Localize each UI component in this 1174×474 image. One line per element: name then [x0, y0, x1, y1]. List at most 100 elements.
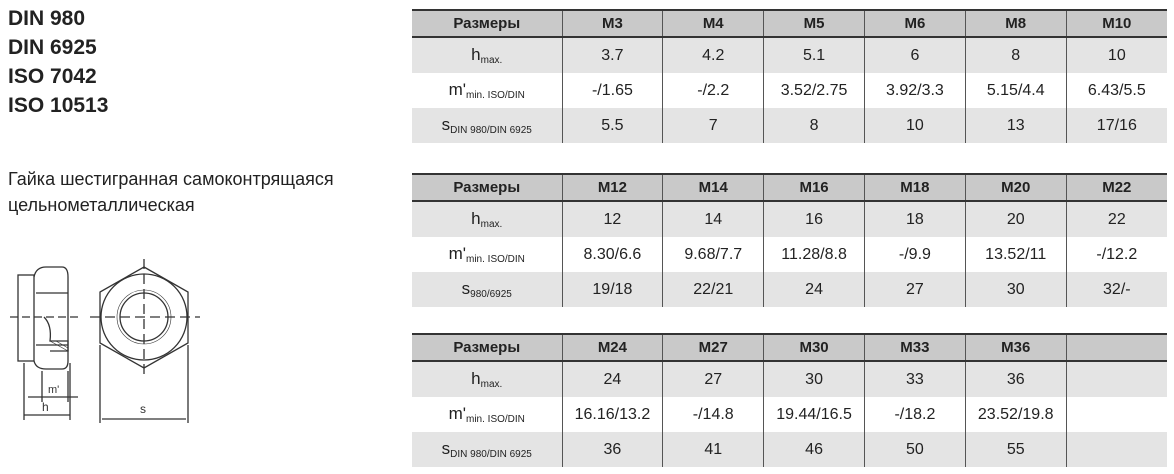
table-cell: -/18.2: [863, 397, 966, 432]
table-cell: 30: [763, 361, 865, 397]
row-label-main: s: [441, 439, 451, 458]
table-cell: 27: [863, 272, 966, 307]
row-label-main: h: [471, 369, 481, 388]
table-cell: 5.15/4.4: [964, 73, 1067, 108]
table-cell: -/12.2: [1065, 237, 1167, 272]
row-label-sub: DIN 980/DIN 6925: [450, 449, 532, 460]
header-row: Размеры M24 M27 M30 M33 M36: [412, 333, 1167, 362]
row-label: m'min. ISO/DIN: [412, 237, 562, 272]
table-cell: 36: [561, 432, 663, 467]
row-label-sub: min. ISO/DIN: [466, 90, 525, 101]
table-cell: 6: [863, 37, 966, 73]
header-row: Размеры M3 M4 M5 M6 M8 M10: [412, 9, 1167, 38]
row-label-main: m': [448, 404, 466, 423]
table-cell: 22: [1065, 201, 1167, 237]
nut-drawing: m' h s: [10, 259, 200, 423]
table-cell: 14: [662, 201, 764, 237]
table-cell: 3.92/3.3: [863, 73, 966, 108]
column-header: M12: [561, 173, 663, 202]
table-cell: 50: [863, 432, 966, 467]
sizes-header: Размеры: [412, 333, 562, 362]
column-header: M30: [763, 333, 865, 362]
sizes-header: Размеры: [412, 9, 562, 38]
table-cell: 24: [763, 272, 865, 307]
standards-list: DIN 980 DIN 6925 ISO 7042 ISO 10513: [8, 4, 108, 120]
column-header: M18: [863, 173, 966, 202]
standard: ISO 10513: [8, 94, 109, 117]
table-cell: 55: [964, 432, 1067, 467]
table-cell: 32/-: [1065, 272, 1167, 307]
table-cell: 20: [964, 201, 1067, 237]
description-line: Гайка шестигранная самоконтрящаяся: [8, 169, 334, 189]
table-row: m'min. ISO/DIN 8.30/6.6 9.68/7.7 11.28/8.8-…: [412, 237, 1167, 272]
table-cell: 19/18: [561, 272, 663, 307]
size-table-3: Размеры M24 M27 M30 M33 M36 hmax. 24 27 30 33 36 m'm…: [412, 333, 1167, 467]
table-cell: 17/16: [1065, 108, 1167, 143]
table-cell: 3.7: [561, 37, 663, 73]
row-label-sub: DIN 980/DIN 6925: [450, 125, 532, 136]
row-label-main: h: [471, 209, 481, 228]
table-cell: 10: [1065, 37, 1167, 73]
table-row: hmax. 3.7 4.2 5.1 6 8 10: [412, 37, 1167, 73]
table-cell: 13: [964, 108, 1067, 143]
table-cell: -/1.65: [561, 73, 663, 108]
table-cell: 4.2: [662, 37, 764, 73]
table-cell: 41: [662, 432, 764, 467]
table-cell: 7: [662, 108, 764, 143]
row-label: sDIN 980/DIN 6925: [412, 432, 562, 467]
table-cell: 16.16/13.2: [561, 397, 663, 432]
table-cell: 30: [964, 272, 1067, 307]
row-label-sub: max.: [480, 55, 503, 66]
table-cell: 8: [763, 108, 865, 143]
column-header: M33: [863, 333, 966, 362]
row-label: m'min. ISO/DIN: [412, 73, 562, 108]
column-header: M8: [964, 9, 1067, 38]
table-cell: 13.52/11: [964, 237, 1067, 272]
column-header: M16: [763, 173, 865, 202]
table-cell: -/14.8: [662, 397, 764, 432]
column-header: M27: [662, 333, 764, 362]
column-header: M5: [763, 9, 865, 38]
table-cell: -/2.2: [662, 73, 764, 108]
table-cell: 18: [863, 201, 966, 237]
table-cell: 23.52/19.8: [964, 397, 1067, 432]
standard: ISO 7042: [8, 65, 97, 88]
column-header: M22: [1065, 173, 1167, 202]
column-header: M10: [1065, 9, 1167, 38]
table-cell: 46: [763, 432, 865, 467]
table-cell: 6.43/5.5: [1065, 73, 1167, 108]
table-cell: 5.1: [763, 37, 865, 73]
table-cell: [1065, 397, 1167, 432]
column-header: M36: [964, 333, 1067, 362]
table-row: sDIN 980/DIN 6925 5.5 7 8 10 13 17/16: [412, 108, 1167, 143]
standard: DIN 980: [8, 7, 86, 30]
column-header: M24: [561, 333, 663, 362]
row-label-sub: min. ISO/DIN: [466, 414, 525, 425]
table-cell: 27: [662, 361, 764, 397]
table-row: hmax. 24 27 30 33 36: [412, 361, 1167, 397]
row-label-main: m': [448, 80, 466, 99]
row-label-sub: min. ISO/DIN: [466, 254, 525, 265]
label-m: m': [48, 384, 59, 396]
column-header: M14: [662, 173, 764, 202]
table-row: m'min. ISO/DIN 16.16/13.2 -/14.8 19.44/16.5…: [412, 397, 1167, 432]
table-cell: 11.28/8.8: [763, 237, 865, 272]
table-cell: 8.30/6.6: [561, 237, 663, 272]
table-cell: 33: [863, 361, 966, 397]
column-header: M20: [964, 173, 1067, 202]
row-label-sub: max.: [480, 379, 503, 390]
table-cell: 10: [863, 108, 966, 143]
column-header: [1065, 333, 1167, 362]
row-label-main: s: [441, 115, 451, 134]
table-cell: 3.52/2.75: [763, 73, 865, 108]
row-label-sub: max.: [480, 219, 503, 230]
table-row: m'min. ISO/DIN -/1.65 -/2.2 3.52/2.75 3.92/3…: [412, 73, 1167, 108]
row-label-main: s: [461, 279, 471, 298]
row-label: m'min. ISO/DIN: [412, 397, 562, 432]
label-h: h: [42, 400, 49, 414]
table-row: sDIN 980/DIN 6925 36 41 46 50 55: [412, 432, 1167, 467]
table-cell: 36: [964, 361, 1067, 397]
side-view: [10, 266, 78, 420]
table-cell: 5.5: [561, 108, 663, 143]
table-cell: 24: [561, 361, 663, 397]
